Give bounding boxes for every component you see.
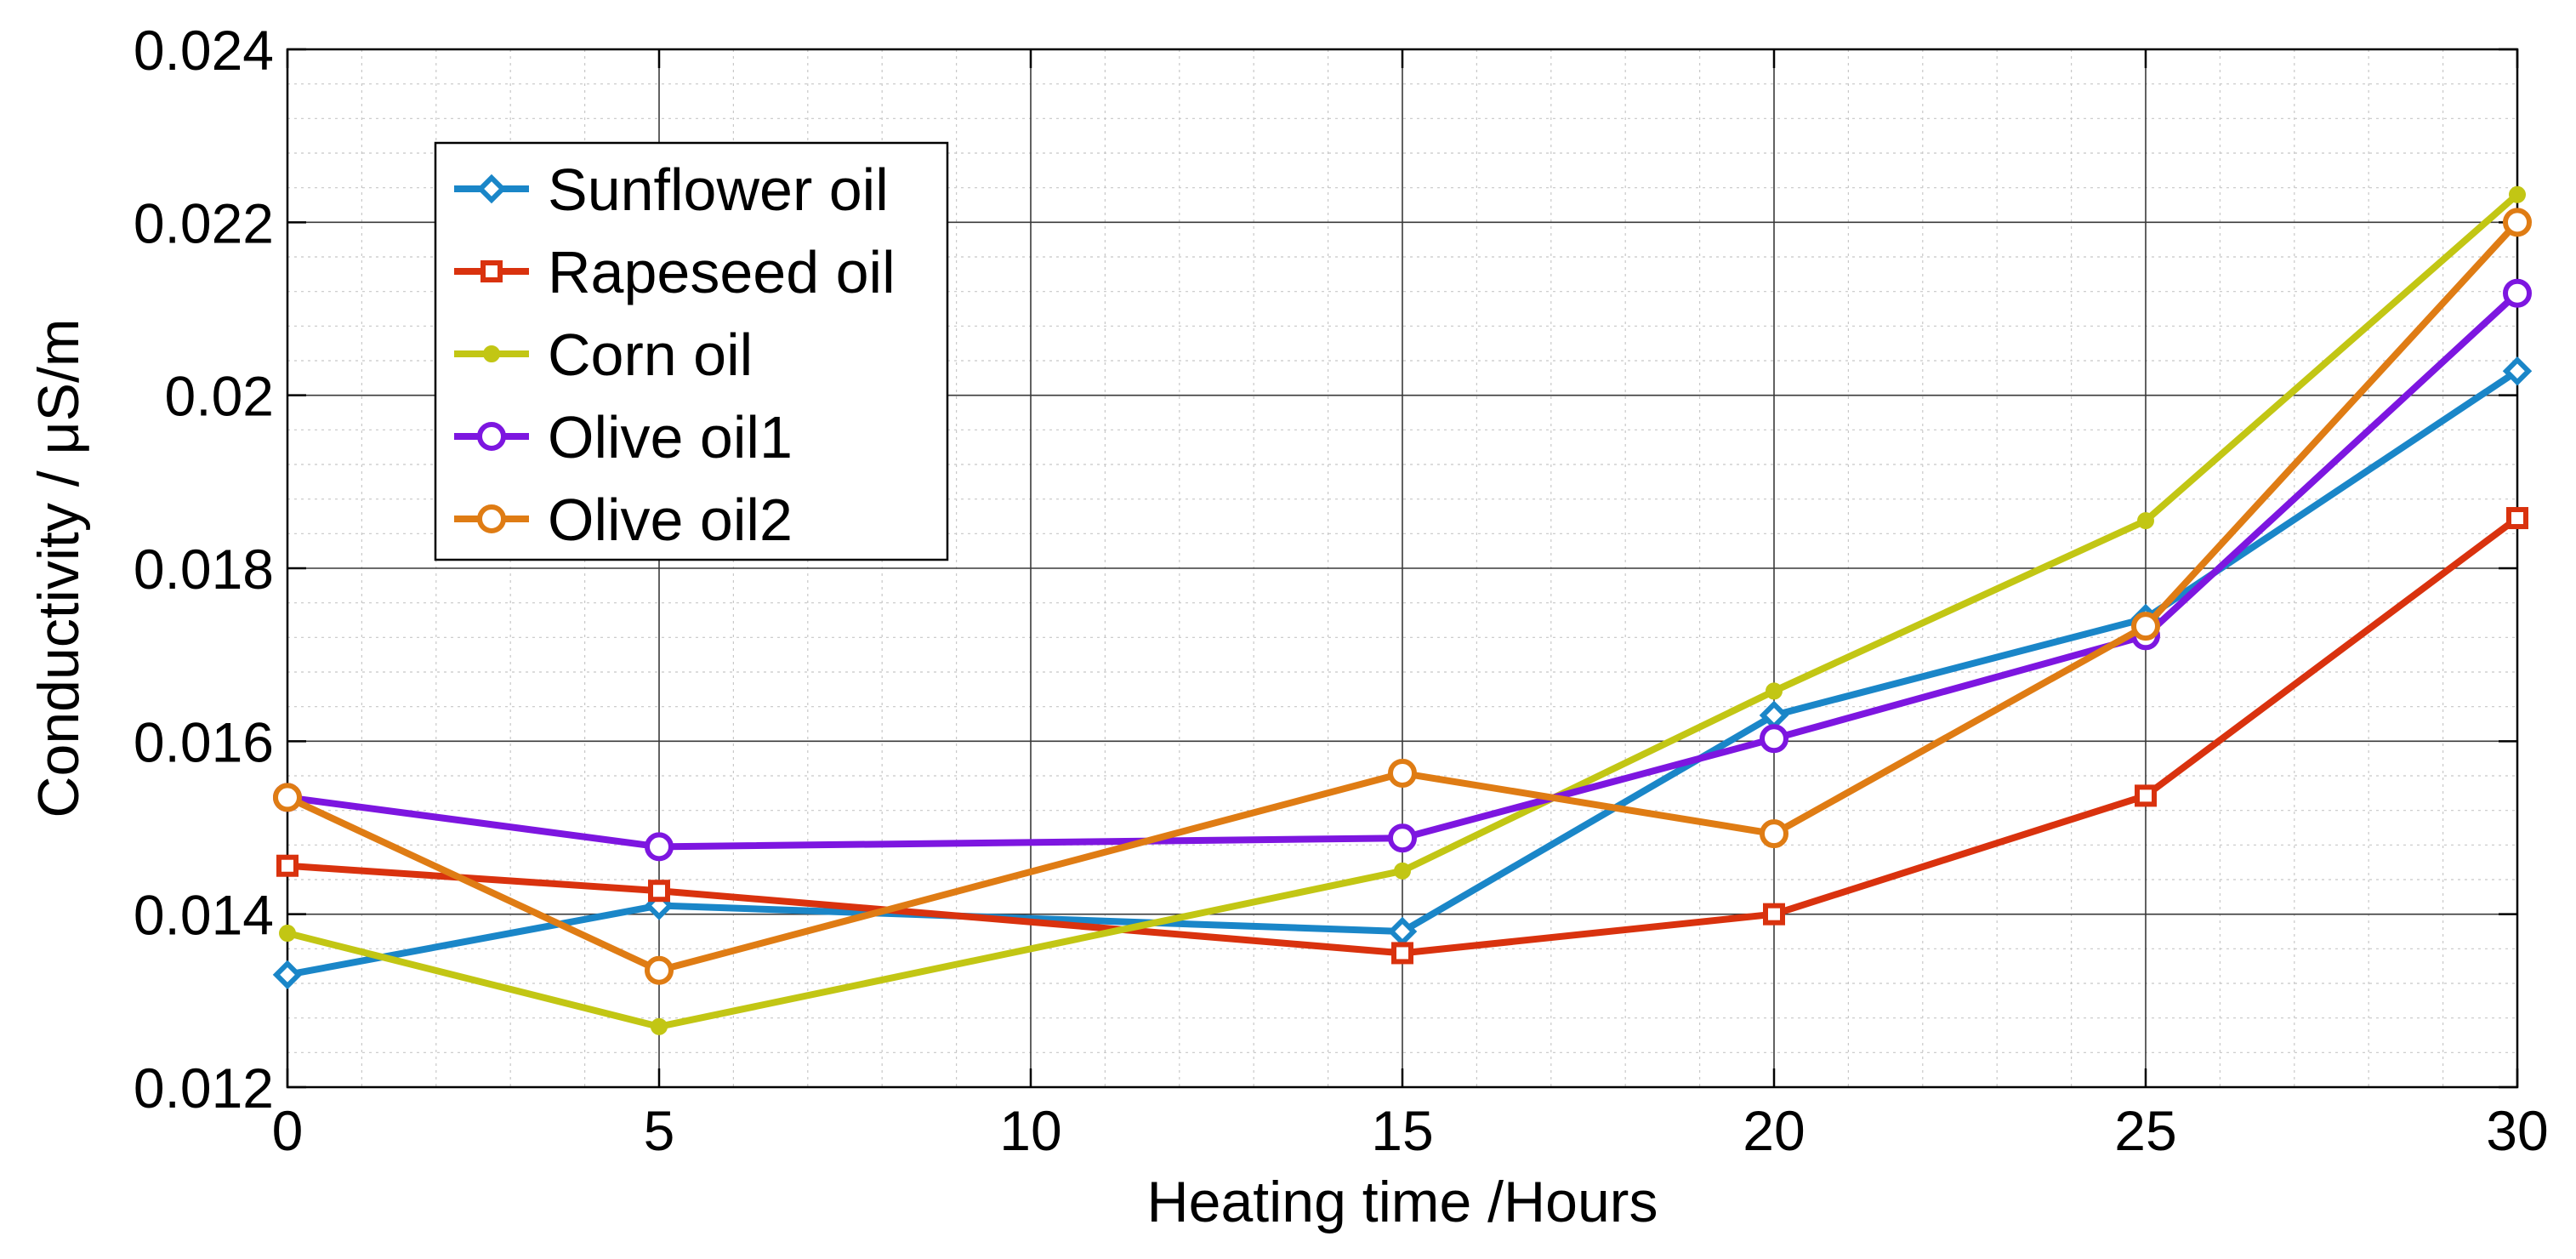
legend-label: Rapeseed oil — [548, 239, 896, 305]
series-line-olive-oil1 — [284, 289, 2521, 851]
y-axis-title: Conductivity / μS/m — [26, 318, 91, 817]
y-tick-label: 0.018 — [134, 538, 274, 601]
series-rapeseed-oil — [276, 507, 2528, 965]
data-point-marker — [276, 854, 299, 877]
legend-item-olive-oil1: Olive oil1 — [454, 404, 793, 470]
data-point-marker — [1760, 724, 1788, 754]
axis-ticks — [286, 48, 2519, 1089]
legend-label: Olive oil1 — [548, 404, 793, 470]
x-tick-label: 25 — [2114, 1099, 2176, 1162]
data-point-marker — [2506, 507, 2528, 530]
series-line-rapeseed-oil — [284, 515, 2521, 957]
data-point-marker — [477, 422, 506, 451]
data-point-marker — [651, 1017, 668, 1035]
data-point-marker — [481, 260, 503, 282]
data-point-marker — [648, 880, 670, 903]
legend-item-corn-oil: Corn oil — [454, 322, 753, 388]
legend-item-sunflower-oil: Sunflower oil — [454, 157, 889, 223]
data-point-marker — [1388, 823, 1417, 853]
x-tick-label: 10 — [999, 1099, 1061, 1162]
series-line-olive-oil2 — [284, 219, 2521, 974]
y-tick-label: 0.022 — [134, 191, 274, 254]
data-point-marker — [2135, 784, 2157, 807]
data-point-marker — [2502, 356, 2533, 386]
data-point-marker — [1394, 862, 1411, 880]
data-point-marker — [279, 925, 296, 943]
legend-item-olive-oil2: Olive oil2 — [454, 487, 793, 553]
x-axis-tick-labels: 0 5 10 15 20 25 30 — [272, 1099, 2549, 1162]
legend-label: Corn oil — [548, 322, 753, 388]
data-point-marker — [476, 174, 507, 204]
data-point-marker — [645, 955, 674, 985]
data-point-marker — [2503, 208, 2532, 237]
x-tick-label: 0 — [272, 1099, 304, 1162]
data-point-marker — [2137, 512, 2154, 530]
y-tick-label: 0.016 — [134, 710, 274, 773]
data-point-marker — [645, 832, 674, 862]
x-tick-label: 30 — [2486, 1099, 2548, 1162]
data-point-marker — [1391, 942, 1413, 965]
series-line-corn-oil — [284, 191, 2521, 1030]
y-axis-tick-labels: 0.012 0.014 0.016 0.018 0.02 0.022 0.024 — [134, 19, 274, 1119]
x-tick-label: 5 — [644, 1099, 675, 1162]
series-olive-oil2 — [273, 208, 2532, 985]
y-tick-label: 0.014 — [134, 884, 274, 947]
y-tick-label: 0.012 — [134, 1057, 274, 1119]
data-point-marker — [483, 345, 500, 362]
data-point-marker — [1388, 758, 1417, 788]
legend-item-rapeseed-oil: Rapeseed oil — [454, 239, 896, 305]
y-tick-label: 0.02 — [165, 365, 274, 428]
data-point-marker — [477, 504, 506, 533]
legend-label: Sunflower oil — [548, 157, 889, 223]
legend-label: Olive oil2 — [548, 487, 793, 553]
series-corn-oil — [279, 185, 2526, 1035]
data-point-marker — [1766, 682, 1783, 700]
series-layer — [272, 185, 2533, 1035]
x-axis-title: Heating time /Hours — [1147, 1170, 1658, 1234]
legend: Sunflower oil Rapeseed oil Corn oil Olive o… — [434, 141, 949, 561]
data-point-marker — [272, 960, 303, 990]
x-tick-label: 20 — [1743, 1099, 1805, 1162]
y-tick-label: 0.024 — [134, 19, 274, 82]
x-tick-label: 15 — [1371, 1099, 1433, 1162]
data-point-marker — [2503, 278, 2532, 308]
data-point-marker — [2509, 185, 2526, 203]
data-point-marker — [1760, 819, 1788, 849]
data-point-marker — [1763, 903, 1785, 926]
data-point-marker — [2131, 612, 2160, 641]
data-point-marker — [273, 783, 302, 812]
